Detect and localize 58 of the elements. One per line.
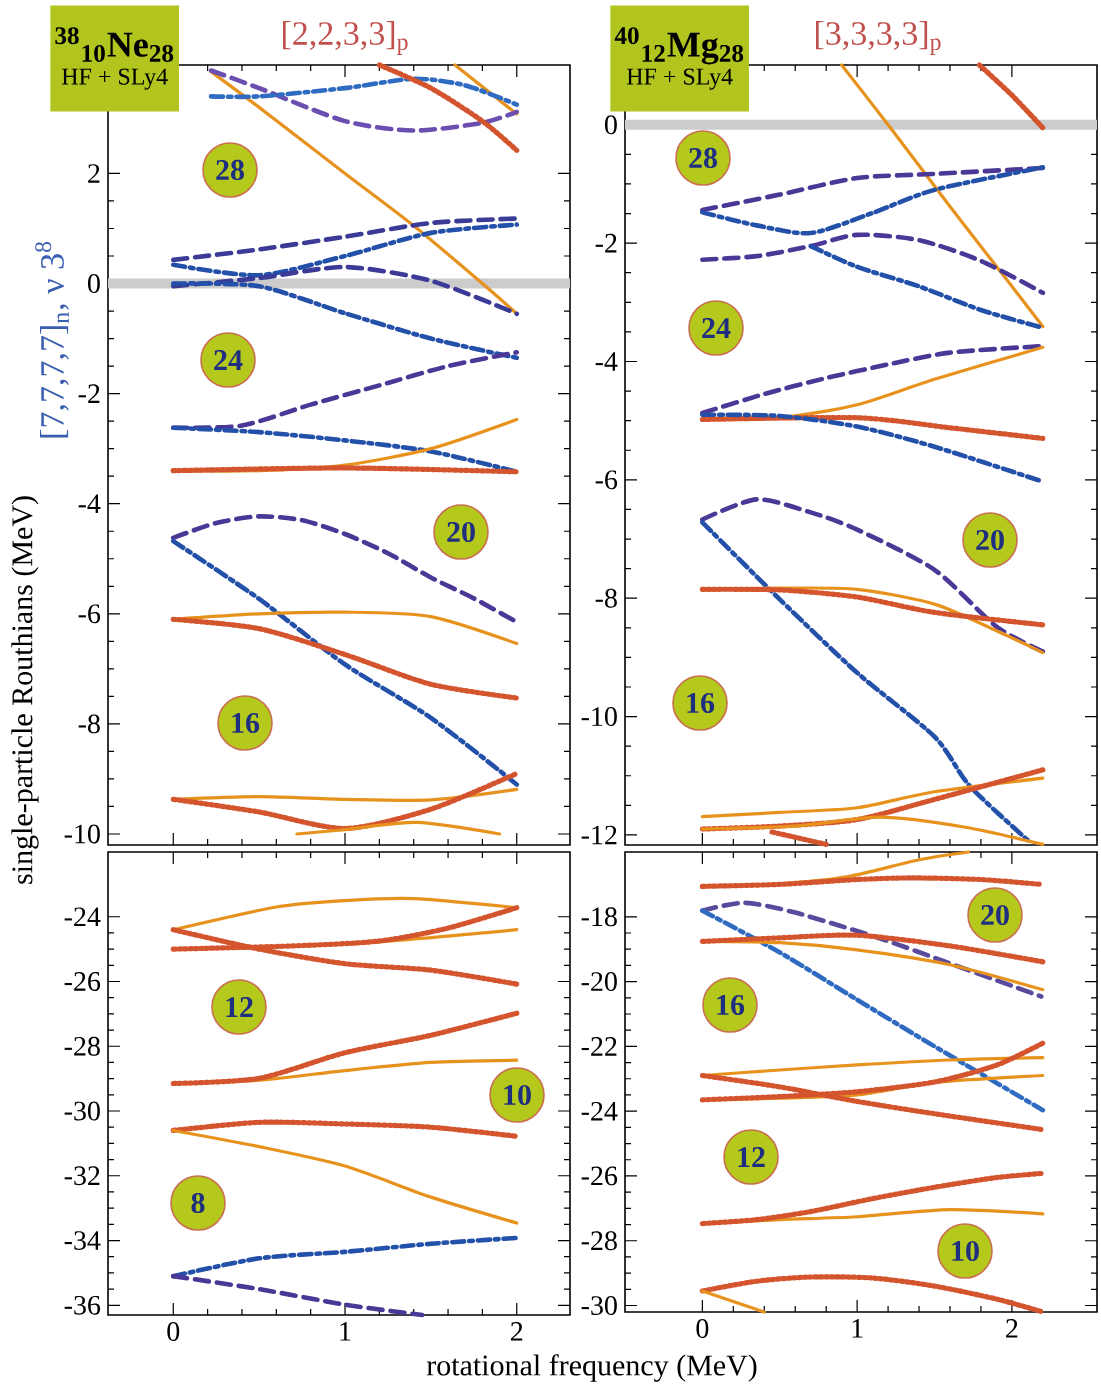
y-tick-label: -4	[78, 494, 101, 513]
y-tick-label: -12	[581, 825, 617, 845]
y-tick-label: 2	[88, 164, 100, 183]
y-tick-label: -28	[64, 1036, 100, 1056]
x-tick-label: 1	[852, 1319, 863, 1338]
annotation: 16	[717, 994, 745, 1016]
y-tick-label: -30	[581, 1296, 617, 1315]
annotation: 20	[976, 529, 1004, 551]
annotation: 28	[216, 159, 244, 181]
y-tick-label: -34	[64, 1231, 101, 1250]
y-tick-label: -8	[595, 588, 617, 608]
y-tick-label: -22	[581, 1037, 617, 1056]
text: [7,7,7,7]$_{n}$, ν 3$^{8}$	[35, 241, 69, 438]
y-tick-label: -36	[64, 1295, 101, 1315]
y-tick-label: -26	[64, 972, 101, 991]
y-tick-label: -24	[581, 1101, 618, 1121]
chart-subtitle: HF + SLy4	[61, 68, 168, 90]
x-tick-label: 1	[340, 1322, 351, 1341]
y-tick-label: -2	[595, 233, 617, 253]
y-tick-label: 0	[605, 115, 617, 135]
y-tick-label: -6	[595, 470, 618, 490]
x-tick-label: 0	[696, 1319, 709, 1338]
x-tick-label: 0	[167, 1322, 180, 1341]
x-axis-title: rotational frequency (MeV)	[426, 1354, 757, 1382]
y-tick-label: -20	[581, 972, 617, 992]
chart-subtitle: HF + SLy4	[626, 68, 733, 90]
annotation: 20	[447, 521, 475, 543]
chart-title: 38$_{10}$Ne$_{28}$	[55, 27, 174, 62]
text: [3,3,3,3]$_{p}$	[815, 21, 941, 55]
y-tick-label: -32	[64, 1166, 100, 1186]
chart-title: 40$_{12}$Mg$_{28}$	[614, 27, 744, 65]
y-tick-label: -28	[581, 1231, 617, 1251]
annotation: 24	[214, 350, 243, 370]
annotation: 10	[504, 1084, 531, 1106]
y-tick-label: -26	[581, 1166, 618, 1186]
y-tick-label: -2	[78, 384, 100, 403]
annotation: 8	[191, 1192, 205, 1214]
y-tick-label: -10	[64, 824, 100, 844]
y-tick-label: -10	[581, 707, 617, 727]
annotation: 12	[226, 997, 253, 1017]
x-tick-label: 2	[510, 1322, 523, 1341]
y-tick-label: 0	[88, 274, 100, 293]
y-tick-label: -4	[595, 352, 618, 371]
y-tick-label: -18	[581, 907, 617, 927]
annotation: 24	[702, 318, 731, 338]
annotation: 20	[981, 904, 1009, 926]
annotation: 28	[689, 147, 717, 169]
annotation: 16	[687, 692, 715, 714]
y-tick-label: -24	[64, 907, 101, 927]
y-tick-label: -30	[64, 1101, 100, 1121]
text: [2,2,3,3]$_{p}$	[282, 21, 408, 55]
y-axis-title: single-particle Routhians (MeV)	[11, 496, 39, 884]
annotation: 10	[952, 1240, 979, 1262]
x-tick-label: 2	[1006, 1319, 1018, 1338]
annotation: 16	[232, 712, 260, 734]
y-tick-label: -8	[78, 714, 100, 734]
y-tick-label: -6	[78, 604, 101, 624]
annotation: 12	[738, 1147, 765, 1167]
